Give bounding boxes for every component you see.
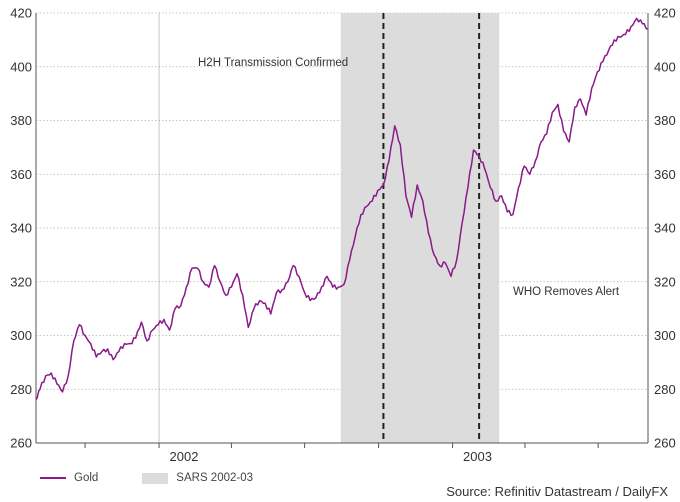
y-tick-right-320: 320 [654, 274, 676, 289]
y-tick-right-280: 280 [654, 382, 676, 397]
annotations: H2H Transmission Confirmed WHO Removes Al… [198, 57, 620, 298]
y-tick-right-360: 360 [654, 167, 676, 182]
x-tick-2002: 2002 [170, 449, 199, 464]
shaded-regions [340, 13, 500, 443]
y-tick-left-380: 380 [10, 113, 32, 128]
tick-labels: 260 260 280 280 300 300 320 320 340 340 360 360 380 3… [10, 6, 675, 465]
y-tick-right-260: 260 [654, 436, 676, 451]
y-tick-left-420: 420 [10, 6, 32, 21]
y-tick-left-300: 300 [10, 328, 32, 343]
x-tick-2003: 2003 [463, 449, 492, 464]
series-line-gold [35, 17, 649, 401]
y-tick-left-260: 260 [10, 436, 32, 451]
legend-swatch-sars [142, 472, 169, 484]
event-lines [382, 13, 481, 443]
annotation-who: WHO Removes Alert [513, 286, 620, 298]
y-tick-right-380: 380 [654, 113, 676, 128]
y-tick-left-280: 280 [10, 382, 32, 397]
legend-item-gold: Gold [40, 472, 98, 484]
y-tick-left-400: 400 [10, 59, 32, 74]
legend-item-sars: SARS 2002-03 [142, 472, 253, 484]
y-tick-right-420: 420 [654, 6, 676, 21]
series-layer [35, 17, 649, 401]
legend-swatch-gold [40, 477, 66, 479]
y-tick-left-360: 360 [10, 167, 32, 182]
legend-label-sars: SARS 2002-03 [176, 472, 254, 484]
legend-label-gold: Gold [74, 472, 99, 484]
shaded-region-0 [340, 13, 500, 443]
y-tick-right-400: 400 [654, 59, 676, 74]
axes [35, 13, 649, 448]
legend: Gold SARS 2002-03 [40, 470, 297, 486]
y-tick-right-340: 340 [654, 221, 676, 236]
source-note: Source: Refinitiv Datastream / DailyFX [446, 484, 668, 499]
annotation-h2h: H2H Transmission Confirmed [198, 57, 348, 69]
y-tick-left-340: 340 [10, 221, 32, 236]
y-tick-left-320: 320 [10, 274, 32, 289]
y-tick-right-300: 300 [654, 328, 676, 343]
